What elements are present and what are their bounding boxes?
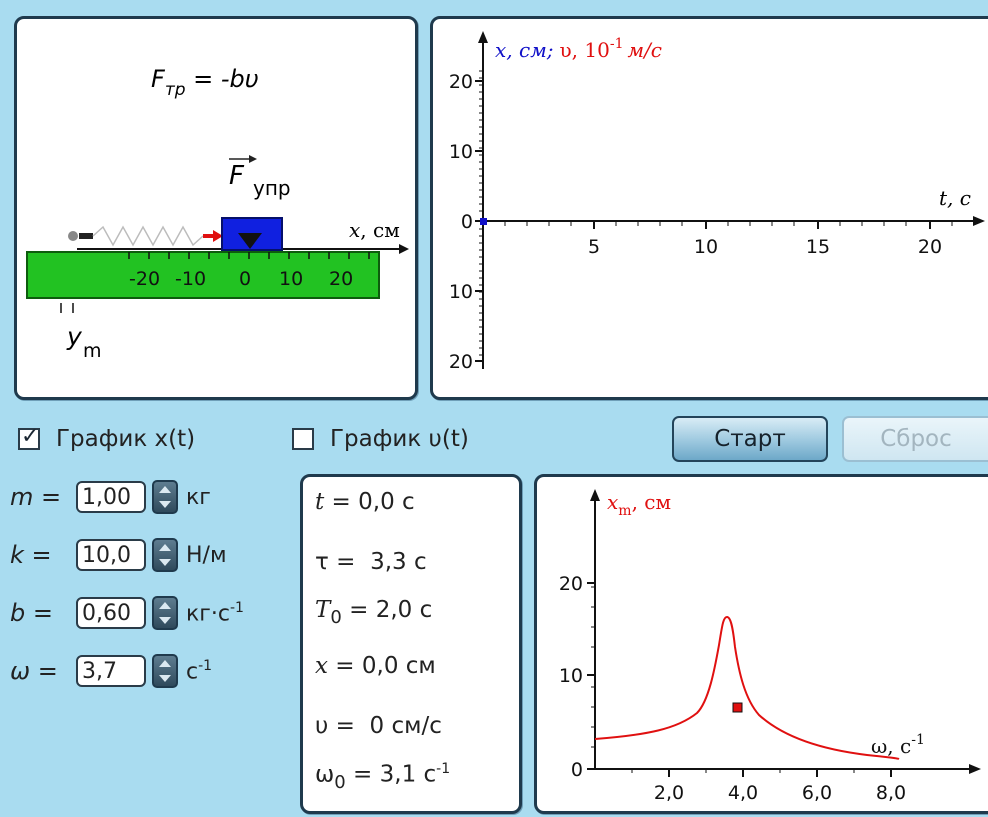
omega-tick-label: 4,0	[728, 782, 758, 804]
model-panel: Fтр = -bυ F упр x, см	[14, 16, 418, 400]
param-unit: Н/м	[186, 542, 227, 568]
svg-text:F: F	[229, 161, 245, 191]
omega-tick-label: 6,0	[802, 782, 832, 804]
amp-tick-label: 20	[559, 573, 583, 595]
y-tick-label: 20	[449, 351, 473, 373]
spin-up-icon[interactable]	[159, 486, 171, 493]
t-axis-label: t, с	[939, 186, 971, 210]
spin-up-icon[interactable]	[159, 544, 171, 551]
t-tick-label: 10	[694, 236, 718, 258]
omega-axis-title: ω, с-1	[871, 732, 925, 758]
param-unit-sup: -1	[229, 599, 244, 616]
scale-tick-label: -10	[175, 268, 206, 290]
param-mass: m = кг	[10, 480, 211, 514]
amp-tick-label: 10	[559, 665, 583, 687]
force-label: F упр	[229, 155, 291, 200]
t-tick-label: 15	[806, 236, 830, 258]
time-graph-svg: 20 10 0 10 20 5 10 15 20 x, см; υ, 10-1 м/…	[449, 31, 985, 373]
readouts-panel: t = 0,0 с τ = 3,3 с T0 = 2,0 с x = 0,0 с…	[300, 474, 522, 814]
amp-axis-title: xm, см	[607, 490, 671, 519]
mass-spinner[interactable]	[152, 480, 178, 514]
scale-tick-label: -20	[129, 268, 160, 290]
frequency-input[interactable]	[76, 655, 146, 687]
ym-label: y	[66, 322, 83, 351]
resonance-graph-svg: 20 10 0 2,0 4,0 6,0 8,0 xm, см ω, с-1	[559, 489, 981, 804]
table-surface	[26, 251, 380, 299]
reset-button[interactable]: Сброс	[842, 416, 988, 462]
friction-formula: Fтр = -bυ	[151, 65, 259, 100]
spring	[92, 225, 204, 247]
ym-sub: m	[83, 340, 102, 362]
x-readout: x = 0,0 см	[315, 653, 436, 679]
stiffness-input[interactable]	[76, 539, 146, 571]
param-unit: кг·с	[186, 601, 230, 627]
start-button[interactable]: Старт	[672, 416, 828, 462]
stiffness-spinner[interactable]	[152, 538, 178, 572]
scale-tick-label: 20	[329, 268, 353, 290]
param-stiffness: k = Н/м	[10, 538, 227, 572]
frequency-spinner[interactable]	[152, 654, 178, 688]
omega-tick-label: 2,0	[654, 782, 684, 804]
param-symbol: m	[10, 483, 34, 511]
damping-spinner[interactable]	[152, 596, 178, 630]
wall-pin	[68, 231, 78, 241]
spin-down-icon[interactable]	[159, 675, 171, 682]
current-position-marker	[480, 218, 487, 225]
param-symbol: ω	[10, 657, 31, 685]
spin-down-icon[interactable]	[159, 501, 171, 508]
block-pointer	[238, 233, 262, 249]
scale-ticks	[128, 252, 370, 259]
y-tick-label: 10	[449, 281, 473, 303]
graph-v-label: График υ(t)	[330, 426, 469, 452]
param-symbol: k	[10, 541, 24, 569]
graph-v-toggle[interactable]: График υ(t)	[292, 426, 469, 452]
check-icon: ✓	[21, 424, 40, 449]
spin-down-icon[interactable]	[159, 617, 171, 624]
tau-readout: τ = 3,3 с	[315, 549, 427, 575]
scale-tick-label: 0	[239, 268, 251, 290]
velocity-readout: υ = 0 см/с	[315, 713, 442, 739]
damping-input[interactable]	[76, 597, 146, 629]
param-unit-sup: -1	[198, 657, 213, 674]
model-svg: Fтр = -bυ F упр x, см	[26, 65, 409, 362]
omega0-readout: ω0 = 3,1 с-1	[315, 761, 451, 793]
graph-x-label: График x(t)	[56, 426, 196, 452]
y-tick-label: 10	[449, 141, 473, 163]
period-readout: T0 = 2,0 с	[315, 597, 433, 628]
current-frequency-marker[interactable]	[732, 702, 743, 713]
time-graph-panel: 20 10 0 10 20 5 10 15 20 x, см; υ, 10-1 м/…	[430, 16, 988, 400]
param-unit: кг	[186, 484, 211, 510]
y-tick-label: 20	[449, 71, 473, 93]
t-tick-label: 20	[918, 236, 942, 258]
spin-down-icon[interactable]	[159, 559, 171, 566]
param-unit: с	[186, 659, 199, 685]
red-force-arrow	[213, 230, 223, 242]
param-damping: b = кг·с-1	[10, 596, 244, 630]
param-symbol: b	[10, 599, 26, 627]
spin-up-icon[interactable]	[159, 602, 171, 609]
time-readout: t = 0,0 с	[315, 489, 415, 515]
graph-x-checkbox[interactable]: ✓	[18, 424, 40, 450]
amp-tick-label: 0	[571, 759, 583, 781]
param-frequency: ω = с-1	[10, 654, 212, 688]
svg-text:упр: упр	[253, 176, 291, 200]
graph-x-toggle[interactable]: ✓ График x(t)	[18, 424, 196, 452]
omega-tick-label: 8,0	[876, 782, 906, 804]
scale-tick-label: 10	[279, 268, 303, 290]
t-tick-label: 5	[588, 236, 600, 258]
time-graph-title: x, см; υ, 10-1 м/с	[495, 36, 662, 62]
resonance-curve	[594, 615, 900, 760]
mass-input[interactable]	[76, 481, 146, 513]
graph-v-checkbox[interactable]	[292, 428, 314, 450]
resonance-graph-panel: 20 10 0 2,0 4,0 6,0 8,0 xm, см ω, с-1	[534, 474, 988, 814]
spin-up-icon[interactable]	[159, 660, 171, 667]
y-tick-label: 0	[461, 211, 473, 233]
axis-label-x: x, см	[349, 218, 400, 242]
